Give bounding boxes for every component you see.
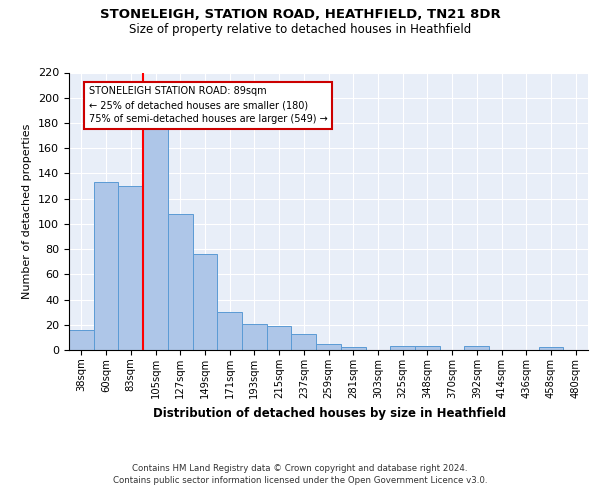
Bar	[539, 348, 563, 350]
Bar	[168, 214, 193, 350]
Bar	[415, 346, 440, 350]
Bar	[143, 122, 168, 350]
Bar	[217, 312, 242, 350]
Text: STONELEIGH, STATION ROAD, HEATHFIELD, TN21 8DR: STONELEIGH, STATION ROAD, HEATHFIELD, TN…	[100, 8, 500, 20]
Text: Contains HM Land Registry data © Crown copyright and database right 2024.: Contains HM Land Registry data © Crown c…	[132, 464, 468, 473]
Bar	[267, 326, 292, 350]
Text: Distribution of detached houses by size in Heathfield: Distribution of detached houses by size …	[154, 408, 506, 420]
Bar	[390, 346, 415, 350]
Text: Size of property relative to detached houses in Heathfield: Size of property relative to detached ho…	[129, 22, 471, 36]
Bar	[69, 330, 94, 350]
Bar	[292, 334, 316, 350]
Bar	[341, 348, 365, 350]
Bar	[94, 182, 118, 350]
Bar	[464, 346, 489, 350]
Bar	[242, 324, 267, 350]
Text: STONELEIGH STATION ROAD: 89sqm
← 25% of detached houses are smaller (180)
75% of: STONELEIGH STATION ROAD: 89sqm ← 25% of …	[89, 86, 328, 124]
Y-axis label: Number of detached properties: Number of detached properties	[22, 124, 32, 299]
Text: Contains public sector information licensed under the Open Government Licence v3: Contains public sector information licen…	[113, 476, 487, 485]
Bar	[118, 186, 143, 350]
Bar	[193, 254, 217, 350]
Bar	[316, 344, 341, 350]
